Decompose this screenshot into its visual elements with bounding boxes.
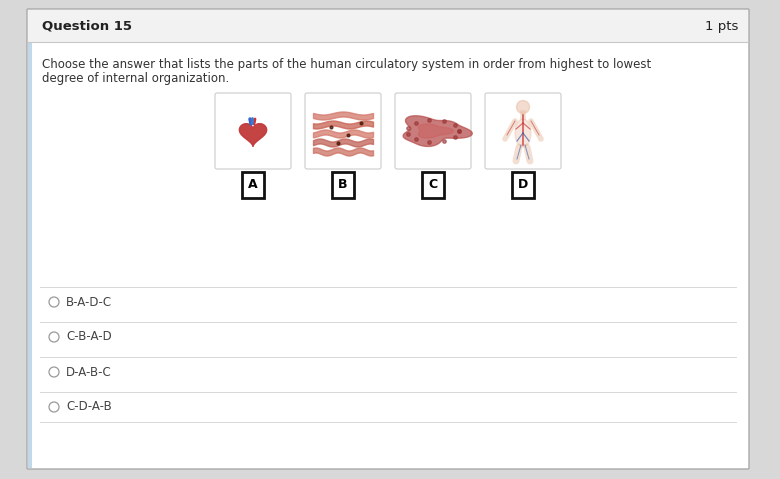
Polygon shape [239,124,267,146]
Text: Choose the answer that lists the parts of the human circulatory system in order : Choose the answer that lists the parts o… [42,58,651,71]
FancyBboxPatch shape [485,93,561,169]
Polygon shape [239,124,267,146]
Bar [512,172,534,198]
Text: A: A [248,179,258,192]
Circle shape [49,297,59,307]
Bar [28,10,748,42]
Text: C: C [428,179,438,192]
FancyBboxPatch shape [27,9,749,469]
Bar [332,172,354,198]
Circle shape [49,367,59,377]
Polygon shape [403,116,472,147]
Ellipse shape [515,119,531,147]
Text: C-B-A-D: C-B-A-D [66,331,112,343]
Text: C-D-A-B: C-D-A-B [66,400,112,413]
Text: D: D [518,179,528,192]
Bar [242,172,264,198]
Text: 1 pts: 1 pts [704,20,738,33]
Circle shape [516,101,530,114]
Circle shape [49,402,59,412]
Text: D-A-B-C: D-A-B-C [66,365,112,378]
Bar [28,10,32,468]
FancyBboxPatch shape [395,93,471,169]
Circle shape [49,332,59,342]
FancyBboxPatch shape [305,93,381,169]
Text: Question 15: Question 15 [42,20,132,33]
Text: B: B [339,179,348,192]
Text: B-A-D-C: B-A-D-C [66,296,112,308]
Text: degree of internal organization.: degree of internal organization. [42,72,229,85]
Bar [422,172,444,198]
FancyBboxPatch shape [215,93,291,169]
Polygon shape [418,124,453,138]
